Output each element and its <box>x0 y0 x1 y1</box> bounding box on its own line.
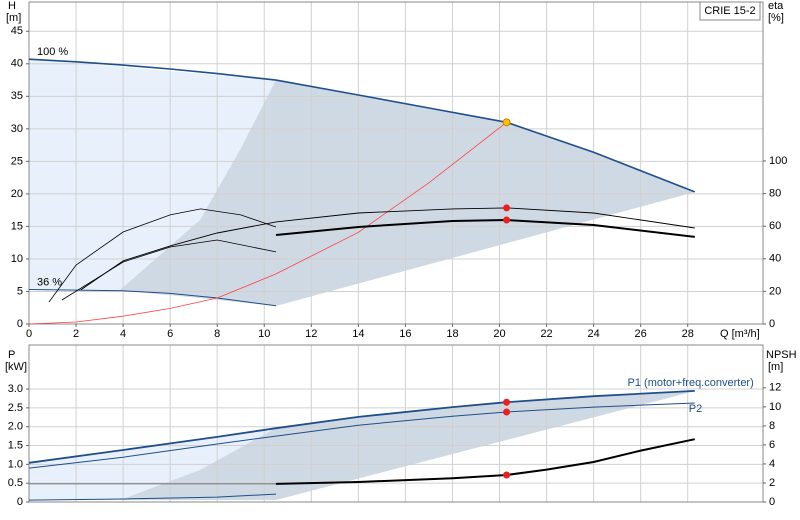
x-tick-label: 6 <box>167 328 173 340</box>
x-tick-label: 26 <box>635 328 647 340</box>
y-tick-label: 2.5 <box>8 402 23 414</box>
duty-dot <box>503 398 511 406</box>
y-tick-label: 30 <box>11 123 23 135</box>
curve-label: P2 <box>689 403 702 415</box>
x-tick-label: 18 <box>446 328 458 340</box>
plot-frame <box>28 344 764 503</box>
duty-dot <box>503 204 511 212</box>
curve <box>80 207 695 291</box>
y-tick-label: 15 <box>11 220 23 232</box>
x-tick-label: 12 <box>305 328 317 340</box>
y-axis-unit: [m] <box>6 12 21 24</box>
y2-tick-label: 80 <box>769 187 781 199</box>
y2-tick-label: 0 <box>769 318 775 330</box>
curve <box>48 208 277 303</box>
y2-axis-label: NPSH <box>766 349 797 361</box>
y2-tick-label: 10 <box>769 401 781 413</box>
y2-tick-label: 6 <box>769 439 775 451</box>
y-tick-label: 10 <box>11 253 23 265</box>
curve <box>28 402 695 469</box>
curve-label: 100 % <box>37 46 68 58</box>
y2-tick-label: 8 <box>769 420 775 432</box>
y2-axis-label: eta <box>768 0 784 12</box>
duty-dot <box>502 118 511 127</box>
y2-axis-unit: [%] <box>768 12 784 24</box>
y-tick-label: 0 <box>17 318 23 330</box>
plot-frame <box>28 1 764 325</box>
y-tick-label: 1.0 <box>8 458 23 470</box>
curve <box>61 239 277 301</box>
x-tick-label: 8 <box>214 328 220 340</box>
curve <box>28 289 277 307</box>
x-tick-label: 10 <box>258 328 270 340</box>
x-tick-label: 16 <box>399 328 411 340</box>
y-axis-label: P <box>8 349 15 361</box>
curve <box>275 218 695 238</box>
y2-tick-label: 20 <box>769 285 781 297</box>
curve-label: P1 (motor+freq.converter) <box>628 377 754 389</box>
x-tick-label: 0 <box>26 328 32 340</box>
curve-label: 36 % <box>37 276 62 288</box>
curve <box>275 438 696 485</box>
duty-dot <box>503 471 511 479</box>
y-tick-label: 0 <box>17 496 23 508</box>
x-tick-label: 22 <box>540 328 552 340</box>
curve <box>28 121 507 325</box>
y2-tick-label: 0 <box>769 496 775 508</box>
y2-tick-label: 100 <box>769 155 787 167</box>
y-tick-label: 35 <box>11 90 23 102</box>
x-tick-label: 28 <box>682 328 694 340</box>
y-tick-label: 25 <box>11 155 23 167</box>
y-tick-label: 40 <box>11 58 23 70</box>
model-label: CRIE 15-2 <box>704 5 755 17</box>
curve <box>28 390 695 464</box>
x-tick-label: 14 <box>352 328 364 340</box>
x-axis-label: Q [m³/h] <box>720 328 760 340</box>
y-tick-label: 2.0 <box>8 421 23 433</box>
y2-tick-label: 40 <box>769 253 781 265</box>
y-tick-label: 20 <box>11 188 23 200</box>
y-axis-label: H <box>8 0 16 12</box>
y2-tick-label: 12 <box>769 382 781 394</box>
y-axis-unit: [kW] <box>5 361 27 373</box>
x-tick-label: 20 <box>493 328 505 340</box>
curve <box>28 493 277 501</box>
x-tick-label: 2 <box>73 328 79 340</box>
y-tick-label: 45 <box>11 25 23 37</box>
y2-tick-label: 60 <box>769 220 781 232</box>
y2-tick-label: 2 <box>769 477 775 489</box>
y-tick-label: 1.5 <box>8 439 23 451</box>
duty-dot <box>503 216 511 224</box>
x-tick-label: 4 <box>120 328 126 340</box>
y-tick-label: 3.0 <box>8 383 23 395</box>
y2-axis-unit: [m] <box>768 361 783 373</box>
y-tick-label: 0.5 <box>8 477 23 489</box>
curve <box>28 58 696 193</box>
y-tick-label: 5 <box>17 285 23 297</box>
duty-dot <box>503 408 511 416</box>
x-tick-label: 24 <box>587 328 599 340</box>
y2-tick-label: 4 <box>769 458 775 470</box>
